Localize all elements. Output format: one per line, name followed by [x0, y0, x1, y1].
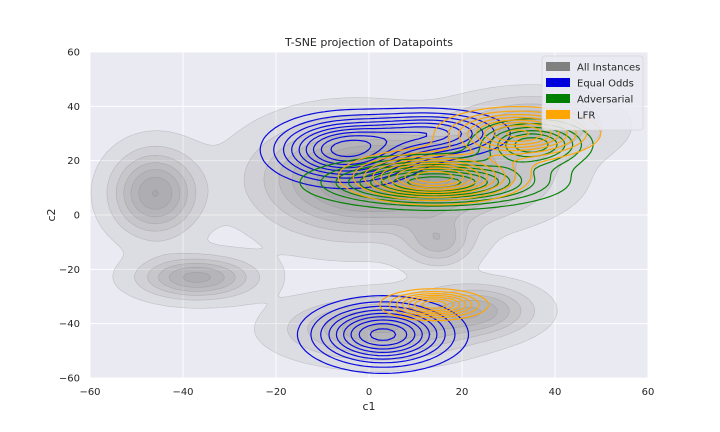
contour-line	[299, 118, 594, 212]
contour-line	[335, 126, 574, 204]
y-axis-label: c2	[45, 208, 58, 221]
y-tick-label: −20	[59, 265, 80, 276]
contour-line	[363, 113, 577, 317]
legend-label: Equal Odds	[577, 79, 634, 90]
y-tick-label: −40	[59, 319, 80, 330]
x-axis-label: c1	[362, 400, 375, 413]
contour-line	[330, 139, 397, 341]
contour-line	[352, 110, 588, 319]
x-tick-label: 20	[456, 387, 469, 398]
x-tick-label: −40	[172, 387, 193, 398]
series-lfr	[337, 106, 602, 322]
y-tick-label: 40	[67, 102, 80, 113]
legend-label: Adversarial	[577, 95, 633, 106]
y-tick-label: 0	[74, 211, 80, 222]
x-tick-label: 60	[642, 387, 655, 398]
x-tick-label: 40	[549, 387, 562, 398]
density-contours	[90, 84, 632, 374]
legend-label: All Instances	[577, 63, 640, 74]
y-tick-label: 60	[67, 48, 80, 59]
axis-ticks: −60 −40 −20 0 20 40 60 −60 −40 −20 0 20 40 60	[59, 48, 654, 399]
legend: All Instances Equal Odds Adversarial LFR	[541, 55, 644, 131]
density-level	[90, 84, 632, 372]
legend-label: LFR	[577, 111, 595, 122]
contour-line	[337, 106, 602, 322]
y-tick-label: 20	[67, 156, 80, 167]
contour-line	[380, 119, 560, 313]
legend-swatch	[546, 94, 570, 103]
contour-line	[372, 116, 569, 315]
legend-swatch	[546, 62, 570, 71]
chart-title: T-SNE projection of Datapoints	[284, 36, 453, 49]
contour-line	[395, 125, 543, 309]
x-tick-label: −20	[265, 387, 286, 398]
density-level	[115, 103, 586, 354]
contour-line	[388, 122, 552, 312]
x-tick-label: 0	[366, 387, 372, 398]
contour-line	[392, 173, 477, 192]
contour-line	[273, 112, 496, 368]
legend-swatch	[546, 78, 570, 87]
contour-line	[414, 170, 454, 184]
legend-swatch	[546, 110, 570, 119]
x-tick-label: −60	[79, 387, 100, 398]
contour-line	[404, 129, 530, 187]
y-tick-label: −60	[59, 374, 80, 385]
